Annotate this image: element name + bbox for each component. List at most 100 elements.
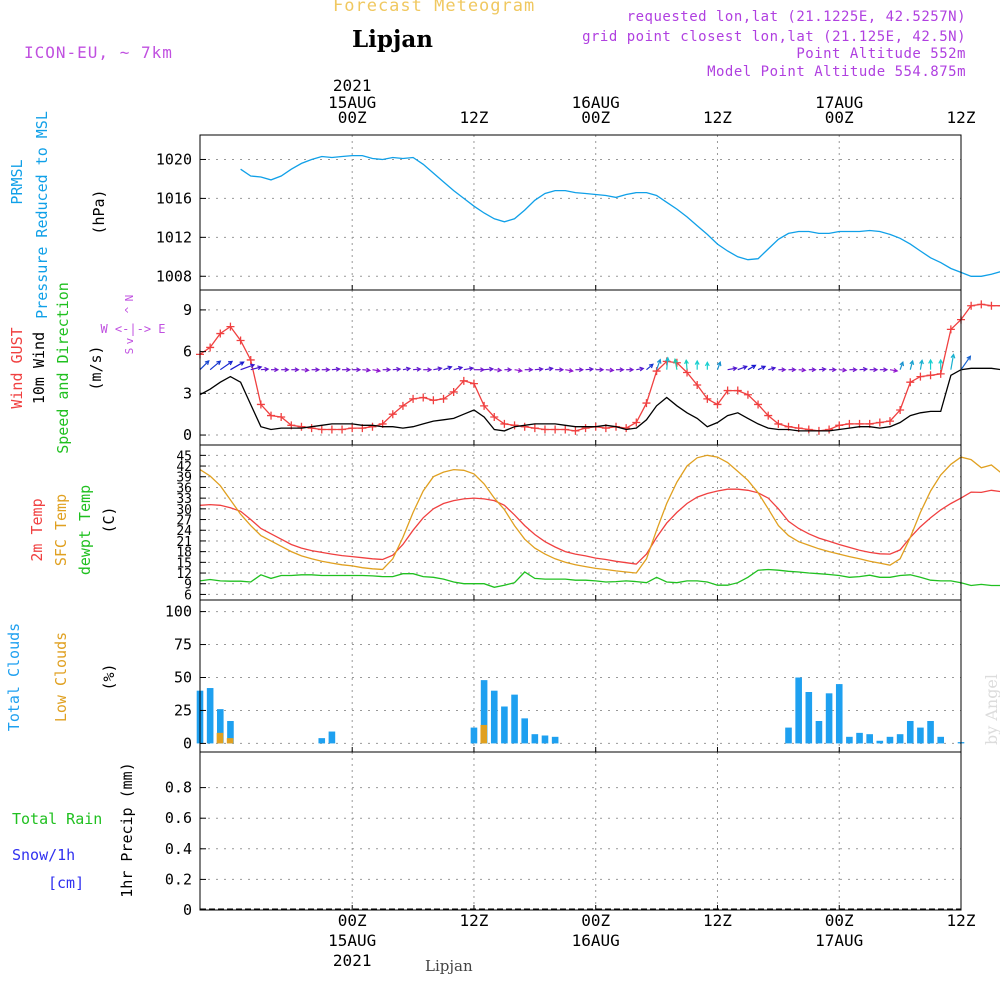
wind-arrow-shaft bbox=[199, 360, 210, 371]
ytick-label-temperature: 18 bbox=[176, 546, 192, 561]
ytick-label-pressure: 1020 bbox=[156, 150, 192, 168]
ytick-label-precip: 0.4 bbox=[165, 840, 192, 858]
wind-arrow bbox=[636, 366, 645, 372]
ytick-label-wind: 9 bbox=[183, 301, 192, 319]
compass-s-label: S bbox=[123, 348, 136, 355]
wind-arrow bbox=[240, 363, 256, 371]
total-rain-label: Total Rain bbox=[12, 810, 102, 828]
bar-low-clouds bbox=[216, 732, 224, 744]
series-line-2m-temp bbox=[199, 488, 1000, 565]
ytick-label-temperature: 45 bbox=[176, 449, 192, 464]
clouds-unit-label: (%) bbox=[100, 663, 118, 690]
wind-arrow-head bbox=[673, 358, 679, 364]
wind-arrow-head bbox=[457, 365, 464, 371]
gust-marker bbox=[206, 343, 215, 352]
wind-arrow bbox=[230, 361, 245, 371]
ytick-label-temperature: 21 bbox=[176, 535, 192, 550]
wind-arrow bbox=[727, 366, 738, 372]
wind-arrow-shaft bbox=[240, 364, 255, 371]
grid-layer bbox=[200, 135, 962, 911]
gust-marker bbox=[388, 410, 397, 419]
ytick-label-pressure: 1016 bbox=[156, 189, 192, 207]
gust-marker bbox=[500, 419, 509, 428]
point-altitude: Point Altitude 552m bbox=[796, 46, 966, 62]
wind-arrow-shaft bbox=[605, 369, 614, 371]
ytick-label-temperature: 24 bbox=[176, 524, 192, 539]
wind-arrow bbox=[798, 367, 807, 373]
wind-arrow-head bbox=[528, 367, 534, 373]
wind-arrow bbox=[757, 365, 767, 371]
gust-marker bbox=[723, 386, 732, 395]
gust-marker bbox=[317, 425, 326, 434]
ytick-label-precip: 0 bbox=[183, 901, 192, 919]
ytick-label-temperature: 42 bbox=[176, 460, 192, 475]
wind-arrow bbox=[656, 358, 662, 370]
wind-arrow bbox=[291, 367, 300, 373]
gust-marker bbox=[561, 425, 570, 434]
gust-marker bbox=[845, 419, 854, 428]
wind-arrow-head bbox=[821, 366, 827, 372]
wind-arrow-head bbox=[629, 367, 635, 373]
wind-speed-direction-label: Speed and Direction bbox=[54, 282, 72, 454]
time-label-bottom: 00Z bbox=[581, 911, 610, 930]
snow-unit-label: [cm] bbox=[48, 874, 84, 892]
wind-arrow bbox=[899, 361, 905, 370]
temp-unit-label: (C) bbox=[100, 506, 118, 533]
time-label-bottom: 16AUG bbox=[572, 931, 620, 950]
wind-arrow-shaft bbox=[484, 368, 493, 371]
series-line-dewpt-temp bbox=[199, 568, 1000, 588]
wind-arrow bbox=[514, 367, 523, 373]
wind-arrow bbox=[443, 365, 453, 371]
time-label-top: 16AUG bbox=[572, 93, 620, 112]
wind-arrow bbox=[321, 367, 331, 373]
wind-arrow-shaft bbox=[250, 366, 262, 371]
wind-arrow-shaft bbox=[565, 369, 573, 372]
gust-marker bbox=[774, 419, 783, 428]
gust-marker bbox=[733, 386, 742, 395]
gust-marker bbox=[409, 394, 418, 403]
wind-arrow bbox=[524, 367, 534, 373]
wind-arrow bbox=[544, 366, 554, 372]
wind-arrow-head bbox=[416, 366, 422, 372]
wind-arrow-head bbox=[578, 367, 584, 373]
gust-marker bbox=[581, 424, 590, 433]
compass-n-label: N bbox=[123, 295, 136, 302]
gust-marker bbox=[967, 301, 976, 310]
wind-arrow-head bbox=[294, 367, 300, 373]
ytick-label-clouds: 50 bbox=[174, 669, 192, 687]
ytick-label-temperature: 6 bbox=[184, 588, 192, 603]
wind-arrow bbox=[909, 359, 915, 370]
ytick-label-temperature: 27 bbox=[176, 514, 192, 529]
wind-arrow-head bbox=[216, 360, 222, 366]
wind-arrow-shaft bbox=[737, 365, 747, 371]
wind-arrow-shaft bbox=[362, 369, 370, 371]
wind-arrow bbox=[494, 367, 503, 373]
wind-arrow bbox=[673, 358, 679, 370]
wind-arrow bbox=[889, 367, 899, 373]
wind-arrow-head bbox=[257, 365, 263, 371]
wind-arrow bbox=[473, 367, 486, 373]
gust-marker bbox=[804, 425, 813, 434]
wind-arrow-head bbox=[619, 367, 625, 373]
gust-marker bbox=[510, 421, 519, 430]
ytick-label-clouds: 75 bbox=[174, 636, 192, 654]
bar-total-clouds bbox=[470, 727, 478, 744]
wind-arrow bbox=[453, 365, 464, 371]
wind-arrow-head bbox=[538, 366, 544, 372]
gust-marker bbox=[642, 399, 651, 408]
gust-marker bbox=[946, 325, 955, 334]
wind-arrow bbox=[818, 366, 827, 372]
wind-arrow bbox=[382, 367, 392, 373]
wind-arrow bbox=[352, 367, 362, 373]
gust-marker bbox=[469, 379, 478, 388]
wind-arrow bbox=[704, 361, 710, 370]
wind-10m-label: 10m Wind bbox=[30, 332, 48, 404]
wind-arrow-shaft bbox=[757, 365, 766, 371]
bar-total-clouds bbox=[846, 736, 853, 744]
bar-total-clouds bbox=[216, 709, 224, 744]
wind-arrow-head bbox=[771, 366, 777, 372]
bar-total-clouds bbox=[856, 732, 863, 744]
wind-arrow bbox=[534, 366, 544, 372]
ytick-label-temperature: 30 bbox=[176, 503, 192, 518]
